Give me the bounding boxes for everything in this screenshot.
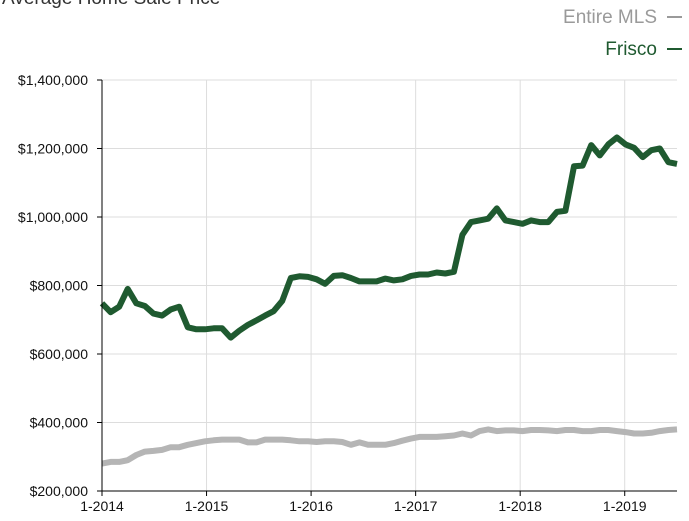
series-layer <box>99 134 678 467</box>
y-tick-label: $800,000 <box>30 278 89 294</box>
series-line-frisco <box>99 134 678 341</box>
y-tick-label: $200,000 <box>30 483 89 499</box>
legend: Entire MLS Frisco <box>563 7 682 60</box>
x-tick-label: 1-2014 <box>80 498 124 514</box>
legend-label-frisco: Frisco <box>605 39 657 60</box>
y-tick-label: $400,000 <box>30 415 89 431</box>
x-tick-label: 1-2018 <box>498 498 542 514</box>
chart-title-partial: Average Home Sale Price <box>2 0 220 9</box>
x-tick-label: 1-2015 <box>185 498 229 514</box>
y-axis-ticks: $200,000 $400,000 $600,000 $800,000 $1,000,0… <box>18 72 102 499</box>
x-tick-label: 1-2019 <box>603 498 647 514</box>
series-line-entire-mls <box>101 426 678 467</box>
grid <box>102 79 677 491</box>
y-tick-label: $600,000 <box>30 346 89 362</box>
y-tick-label: $1,200,000 <box>18 141 88 157</box>
x-axis-ticks: 1-2014 1-2015 1-2016 1-2017 1-2018 1-2019 <box>80 491 647 514</box>
legend-label-entire-mls: Entire MLS <box>563 7 657 28</box>
x-tick-label: 1-2017 <box>394 498 438 514</box>
x-tick-label: 1-2016 <box>289 498 333 514</box>
y-tick-label: $1,000,000 <box>18 209 88 225</box>
y-tick-label: $1,400,000 <box>18 72 88 88</box>
